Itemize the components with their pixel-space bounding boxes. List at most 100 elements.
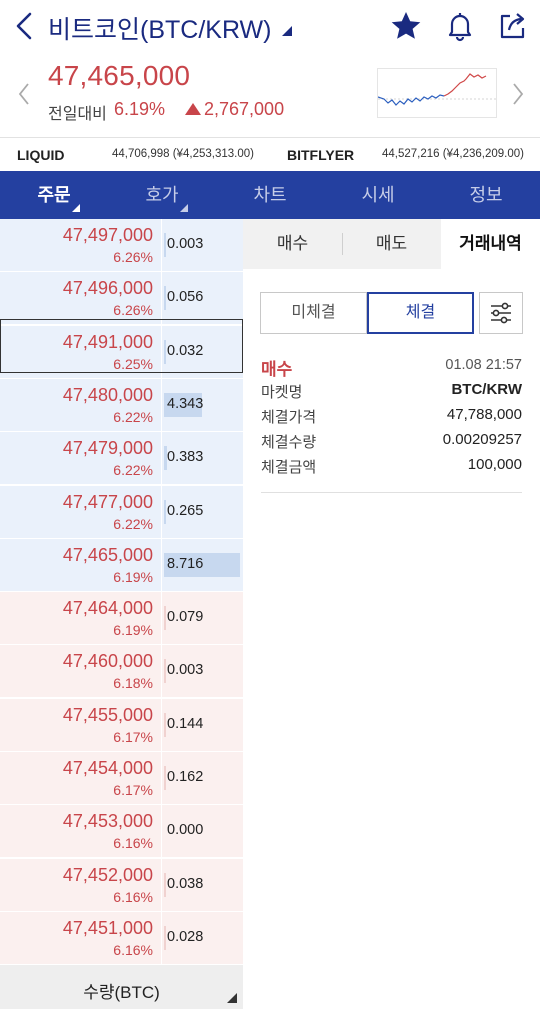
orderbook-row[interactable]: 47,454,000 6.17% 0.162 (0, 752, 243, 805)
tab-info[interactable]: 정보 (469, 185, 503, 205)
orderbook-row[interactable]: 47,491,000 6.25% 0.032 (0, 326, 243, 379)
orderbook-row[interactable]: 47,451,000 6.16% 0.028 (0, 912, 243, 965)
orderbook-change-percent: 6.26% (113, 249, 153, 265)
orderbook-row[interactable]: 47,455,000 6.17% 0.144 (0, 699, 243, 752)
orderbook-price: 47,465,000 (62, 545, 153, 565)
star-icon[interactable] (390, 10, 422, 42)
orderbook-quantity-cell[interactable]: 0.032 (162, 326, 243, 378)
orderbook-price: 47,497,000 (62, 225, 153, 245)
orderbook-price: 47,460,000 (62, 651, 153, 671)
next-coin-arrow-icon[interactable] (510, 80, 526, 108)
orderbook-list: 47,497,000 6.26% 0.003 47,496,000 6.26% 0.056… (0, 219, 243, 965)
orderbook-price-cell[interactable]: 47,497,000 6.26% (0, 219, 161, 271)
orderbook-row[interactable]: 47,480,000 6.22% 4.343 (0, 379, 243, 432)
exchange-price: 44,527,216 (¥4,236,209.00) (382, 148, 524, 160)
orderbook-price-cell[interactable]: 47,491,000 6.25% (0, 326, 161, 378)
orderbook-change-percent: 6.17% (113, 782, 153, 798)
subtab-sell[interactable]: 매도 (375, 234, 408, 253)
orderbook-quantity-cell[interactable]: 0.162 (162, 752, 243, 804)
tab-orderbook[interactable]: 호가 (145, 185, 179, 205)
orderbook-quantity: 0.028 (167, 929, 204, 945)
orderbook-quantity-cell[interactable]: 8.716 (162, 539, 243, 591)
orderbook-row[interactable]: 47,464,000 6.19% 0.079 (0, 592, 243, 645)
bell-icon[interactable] (444, 10, 476, 42)
orderbook-row[interactable]: 47,465,000 6.19% 8.716 (0, 539, 243, 592)
orderbook-quantity-cell[interactable]: 0.265 (162, 486, 243, 538)
orderbook-row[interactable]: 47,452,000 6.16% 0.038 (0, 859, 243, 912)
orderbook-price-cell[interactable]: 47,460,000 6.18% (0, 645, 161, 697)
unsettled-segment-button[interactable]: 미체결 (260, 292, 367, 334)
orderbook-row[interactable]: 47,460,000 6.18% 0.003 (0, 645, 243, 698)
orderbook-quantity: 0.038 (167, 876, 204, 892)
orderbook-change-percent: 6.16% (113, 942, 153, 958)
up-triangle-icon (185, 103, 201, 115)
quantity-bar (164, 233, 166, 257)
orderbook-quantity: 0.000 (167, 822, 204, 838)
orderbook-quantity-cell[interactable]: 0.383 (162, 432, 243, 484)
subtab-buy[interactable]: 매수 (276, 234, 309, 253)
orderbook-quantity-cell[interactable]: 0.003 (162, 645, 243, 697)
orderbook-quantity: 8.716 (167, 556, 204, 572)
orderbook-price-cell[interactable]: 47,455,000 6.17% (0, 699, 161, 751)
orderbook-row[interactable]: 47,477,000 6.22% 0.265 (0, 486, 243, 539)
orderbook-price-cell[interactable]: 47,496,000 6.26% (0, 272, 161, 324)
orderbook-quantity-cell[interactable]: 0.003 (162, 219, 243, 271)
orderbook-price-cell[interactable]: 47,453,000 6.16% (0, 805, 161, 857)
orderbook-quantity-cell[interactable]: 0.000 (162, 805, 243, 857)
change-percent: 6.19% (114, 99, 166, 119)
tab-chart[interactable]: 차트 (253, 185, 287, 205)
page-title[interactable]: 비트코인(BTC/KRW) (48, 16, 272, 44)
quantity-bar (164, 926, 166, 950)
orderbook-price: 47,464,000 (62, 598, 153, 618)
tab-order[interactable]: 주문 (37, 185, 71, 205)
trade-detail-label: 체결가격 (261, 409, 317, 426)
orderbook-row[interactable]: 47,453,000 6.16% 0.000 (0, 805, 243, 858)
orderbook-price-cell[interactable]: 47,479,000 6.22% (0, 432, 161, 484)
settled-segment-button[interactable]: 체결 (367, 292, 474, 334)
orderbook-price-cell[interactable]: 47,477,000 6.22% (0, 486, 161, 538)
orderbook-price-cell[interactable]: 47,464,000 6.19% (0, 592, 161, 644)
orderbook-row[interactable]: 47,497,000 6.26% 0.003 (0, 219, 243, 272)
trade-detail-label: 체결수량 (261, 434, 317, 451)
change-amount: 2,767,000 (204, 99, 285, 119)
trade-detail-value: BTC/KRW (451, 381, 522, 398)
orderbook-price: 47,480,000 (62, 385, 153, 405)
mini-price-chart[interactable] (377, 68, 497, 118)
subtab-history[interactable]: 거래내역 (441, 219, 540, 269)
share-icon[interactable] (497, 10, 529, 42)
order-sub-tabs: 매수 매도 거래내역 (243, 219, 540, 269)
orderbook-row[interactable]: 47,479,000 6.22% 0.383 (0, 432, 243, 485)
orderbook-change-percent: 6.16% (113, 835, 153, 851)
tab-market-price[interactable]: 시세 (361, 185, 395, 205)
orderbook-footer[interactable]: 수량(BTC) (0, 965, 243, 1009)
orderbook-price: 47,451,000 (62, 918, 153, 938)
quantity-bar (164, 286, 166, 310)
exchange-comparison-strip: LIQUID 44,706,998 (¥4,253,313.00) BITFLY… (0, 137, 540, 171)
quantity-bar (164, 766, 166, 790)
orderbook-quantity-cell[interactable]: 0.028 (162, 912, 243, 964)
orderbook-price-cell[interactable]: 47,480,000 6.22% (0, 379, 161, 431)
orderbook-quantity: 0.079 (167, 609, 204, 625)
prev-coin-arrow-icon[interactable] (16, 80, 32, 108)
orderbook-quantity-cell[interactable]: 0.144 (162, 699, 243, 751)
orderbook-change-percent: 6.18% (113, 675, 153, 691)
title-dropdown-caret-icon[interactable] (282, 26, 292, 36)
orderbook-quantity-cell[interactable]: 0.056 (162, 272, 243, 324)
exchange-name: LIQUID (17, 147, 65, 163)
orderbook-quantity-cell[interactable]: 0.038 (162, 859, 243, 911)
orderbook-price-cell[interactable]: 47,451,000 6.16% (0, 912, 161, 964)
back-arrow-icon[interactable] (10, 8, 42, 44)
tab-corner-icon (72, 204, 80, 212)
orderbook-quantity-cell[interactable]: 0.079 (162, 592, 243, 644)
orderbook-price-cell[interactable]: 47,465,000 6.19% (0, 539, 161, 591)
orderbook-change-percent: 6.19% (113, 569, 153, 585)
filter-settings-button[interactable] (479, 292, 523, 334)
orderbook-change-percent: 6.17% (113, 729, 153, 745)
orderbook-row[interactable]: 47,496,000 6.26% 0.056 (0, 272, 243, 325)
trade-detail-label: 마켓명 (261, 384, 303, 401)
orderbook-quantity: 0.003 (167, 236, 204, 252)
orderbook-price-cell[interactable]: 47,452,000 6.16% (0, 859, 161, 911)
orderbook-price-cell[interactable]: 47,454,000 6.17% (0, 752, 161, 804)
orderbook-quantity-cell[interactable]: 4.343 (162, 379, 243, 431)
tab-divider (342, 233, 343, 255)
